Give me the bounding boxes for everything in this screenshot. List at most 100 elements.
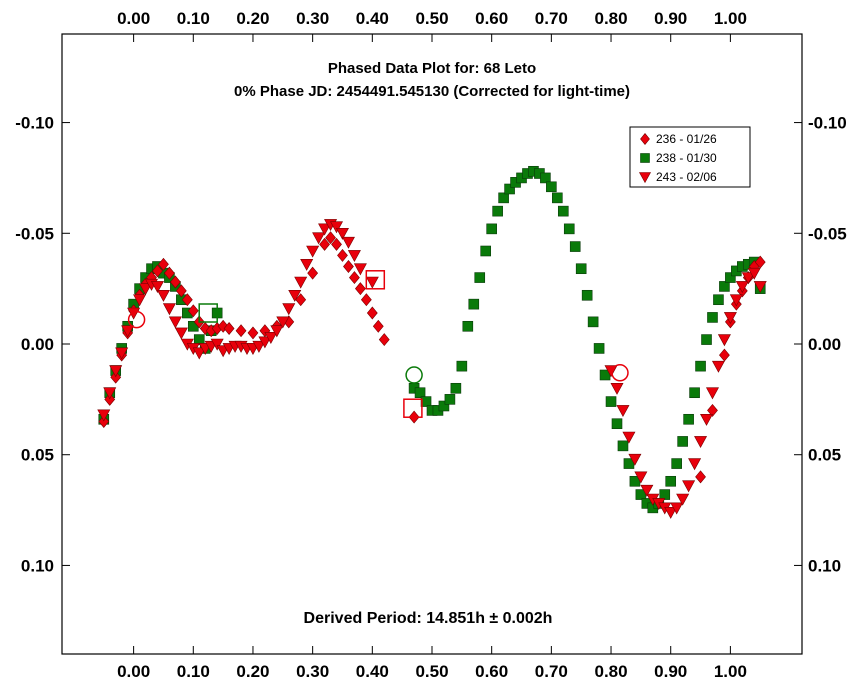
x-tick-label: 0.20 xyxy=(236,662,269,681)
data-point xyxy=(318,223,332,236)
data-point xyxy=(575,263,587,275)
data-point xyxy=(115,347,129,360)
data-point xyxy=(150,281,164,294)
data-point xyxy=(164,266,175,280)
y-tick-label: 0.00 xyxy=(21,335,54,354)
data-point xyxy=(456,360,468,372)
data-point xyxy=(330,221,344,234)
data-point xyxy=(365,276,379,289)
data-point xyxy=(628,453,642,466)
x-tick-label: 0.80 xyxy=(594,662,627,681)
legend: 236 - 01/26 238 - 01/30 243 - 02/06 xyxy=(629,126,751,188)
data-point xyxy=(546,181,557,193)
data-point xyxy=(671,458,682,469)
legend-items: 236 - 01/26 238 - 01/30 243 - 02/06 xyxy=(638,132,717,184)
data-point xyxy=(103,387,117,400)
data-point xyxy=(676,493,690,506)
data-point xyxy=(444,394,456,405)
data-point xyxy=(247,326,259,340)
x-tick-labels-top: 0.00 0.10 0.20 0.30 0.40 0.50 0.60 0.70 0.80 0.90… xyxy=(117,9,747,28)
data-point xyxy=(593,343,605,354)
data-point xyxy=(133,294,147,307)
data-point xyxy=(677,436,688,447)
data-point xyxy=(174,327,188,340)
data-point xyxy=(616,405,630,418)
chart-subtitle: 0% Phase JD: 2454491.545130 (Corrected f… xyxy=(234,83,630,100)
data-point xyxy=(98,415,110,428)
data-point xyxy=(276,316,290,329)
x-tick-label: 1.00 xyxy=(714,662,747,681)
data-point xyxy=(717,334,731,347)
data-point xyxy=(700,413,714,426)
data-point xyxy=(695,360,706,372)
data-point xyxy=(349,271,360,285)
y-tick-label: 0.05 xyxy=(21,446,54,465)
data-point xyxy=(121,325,135,338)
data-point xyxy=(707,312,718,323)
data-point xyxy=(223,322,235,335)
y-tick-label: 0.00 xyxy=(808,335,841,354)
data-point xyxy=(705,387,719,400)
data-point xyxy=(683,413,694,425)
y-tick-labels-right: -0.10 -0.05 0.00 0.05 0.10 xyxy=(808,114,847,576)
y-tick-label: -0.10 xyxy=(808,114,847,133)
highlight-square xyxy=(365,270,386,290)
data-point xyxy=(480,245,492,257)
highlight-square xyxy=(403,398,423,418)
data-point xyxy=(735,281,749,294)
legend-label: 243 - 02/06 xyxy=(656,170,717,184)
y-tick-label: -0.05 xyxy=(15,224,54,243)
data-point xyxy=(665,475,677,487)
data-point xyxy=(252,340,266,353)
x-tick-label: 0.70 xyxy=(535,9,568,28)
data-point xyxy=(438,400,450,412)
data-point xyxy=(258,336,272,349)
data-point xyxy=(682,480,696,493)
y-tick-labels-left: -0.10 -0.05 0.00 0.05 0.10 xyxy=(15,114,54,576)
x-tick-label: 0.30 xyxy=(296,662,329,681)
data-point xyxy=(360,293,372,307)
legend-label: 238 - 01/30 xyxy=(656,151,717,165)
y-tick-label: -0.05 xyxy=(808,224,847,243)
data-point xyxy=(181,293,193,307)
data-point xyxy=(552,192,563,204)
data-point xyxy=(307,266,319,280)
data-point xyxy=(723,312,737,325)
legend-item: 238 - 01/30 xyxy=(640,151,717,165)
y-tick-label: 0.10 xyxy=(21,556,54,575)
data-point xyxy=(563,223,575,235)
data-point xyxy=(158,257,169,271)
data-point xyxy=(264,332,278,344)
data-point xyxy=(353,263,367,276)
data-point xyxy=(640,133,650,145)
data-point xyxy=(295,293,307,307)
data-point xyxy=(670,502,684,515)
data-point xyxy=(156,289,170,302)
data-point xyxy=(605,396,617,407)
x-tick-label: 0.00 xyxy=(117,662,150,681)
data-point xyxy=(659,489,671,500)
x-tick-label: 1.00 xyxy=(714,9,747,28)
x-tick-label: 0.00 xyxy=(117,9,150,28)
y-tick-label: -0.10 xyxy=(15,114,54,133)
x-tick-label: 0.90 xyxy=(654,9,687,28)
data-point xyxy=(638,172,652,184)
data-point xyxy=(168,316,182,329)
data-point xyxy=(306,245,320,258)
data-point xyxy=(664,506,678,519)
data-point xyxy=(622,431,636,444)
data-point xyxy=(109,365,123,378)
data-point xyxy=(192,347,206,360)
data-point xyxy=(713,294,724,306)
chart-title: Phased Data Plot for: 68 Leto xyxy=(328,60,536,77)
x-tick-label: 0.80 xyxy=(594,9,627,28)
data-point xyxy=(187,304,199,318)
data-point xyxy=(210,338,224,351)
data-point xyxy=(331,237,342,251)
data-point xyxy=(97,409,111,422)
data-point xyxy=(557,205,569,217)
x-tick-label: 0.50 xyxy=(415,9,448,28)
x-tick-label: 0.10 xyxy=(177,9,210,28)
derived-period-annotation: Derived Period: 14.851h ± 0.002h xyxy=(304,610,553,627)
data-point xyxy=(325,231,336,245)
